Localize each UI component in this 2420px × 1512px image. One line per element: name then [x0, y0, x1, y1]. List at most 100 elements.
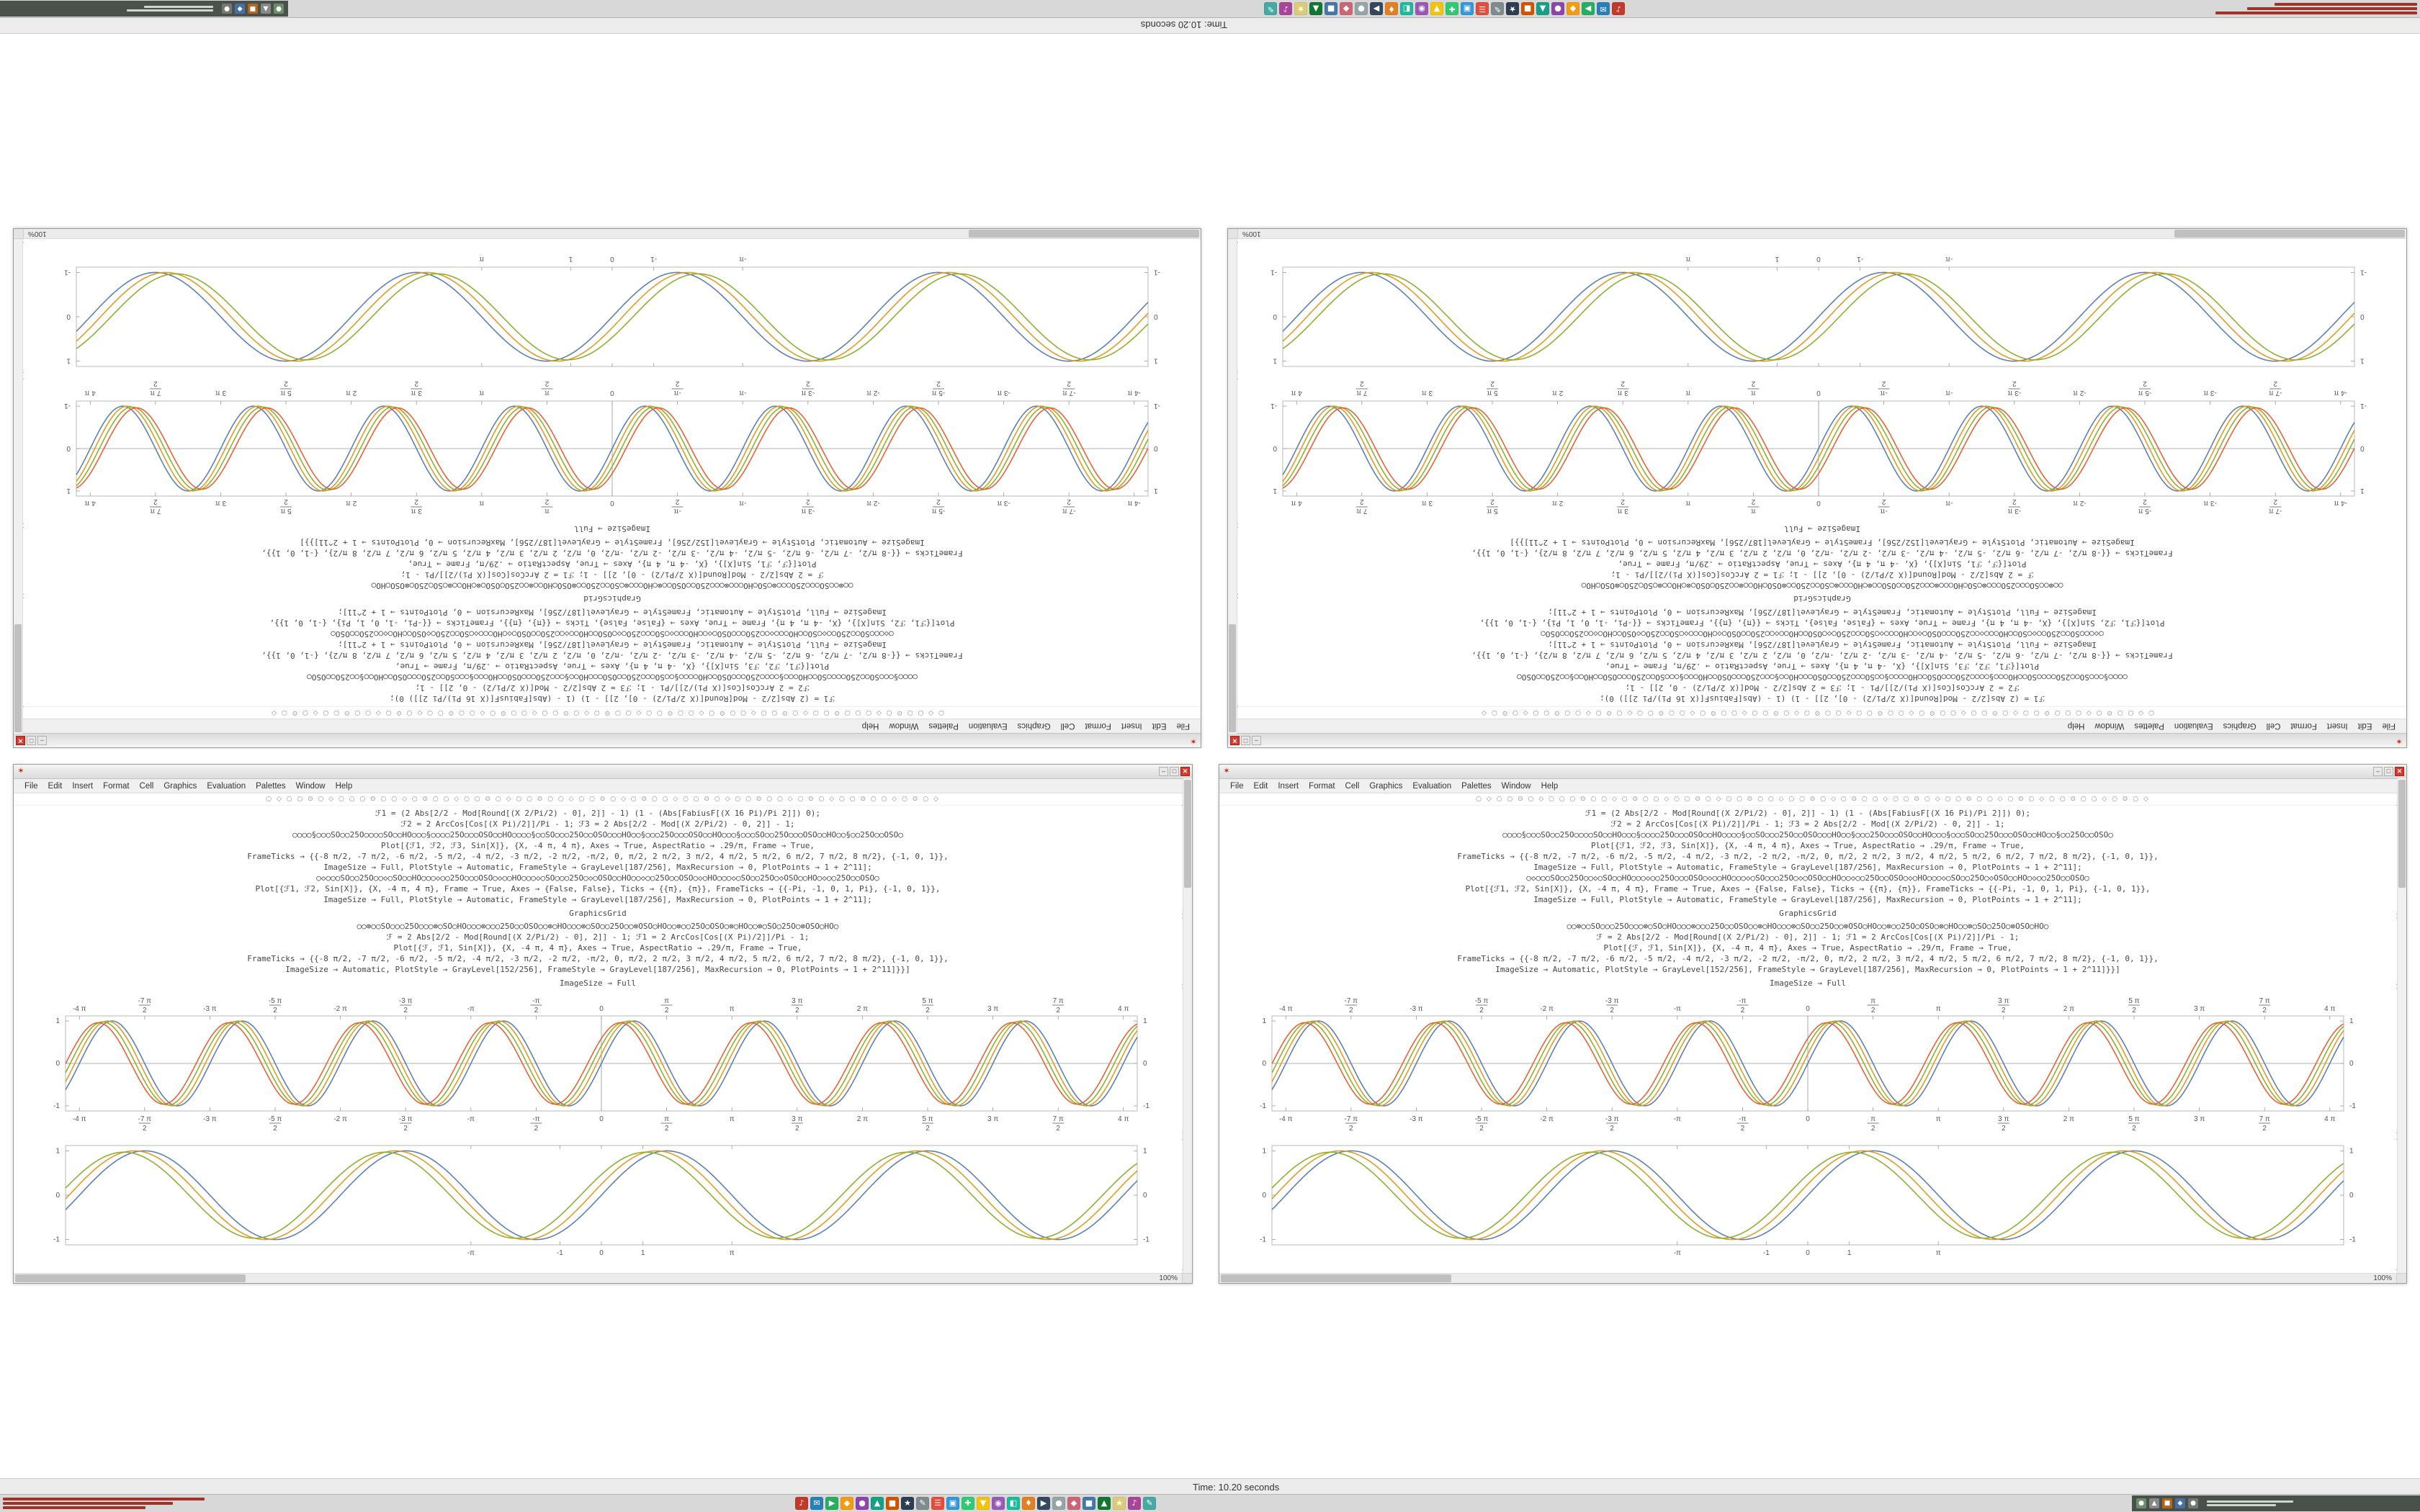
app-icon[interactable]: ◆: [1567, 2, 1579, 15]
vertical-scrollbar-thumb[interactable]: [14, 624, 22, 732]
app-icon[interactable]: ✚: [962, 1497, 974, 1510]
app-icon[interactable]: ▼: [977, 1497, 990, 1510]
minimize-button[interactable]: –: [2373, 767, 2383, 776]
menu-item-graphics[interactable]: Graphics: [2223, 721, 2257, 731]
plot-sine[interactable]: -π -1 0 1 π -1 -1 0 0 1 1: [32, 1138, 1170, 1262]
app-icon[interactable]: ▼: [1430, 2, 1443, 15]
app-icon[interactable]: ▶: [1037, 1497, 1050, 1510]
menu-item-cell[interactable]: Cell: [1345, 781, 1360, 791]
app-icon[interactable]: ✎: [1491, 2, 1504, 15]
zoom-level[interactable]: 100%: [2373, 1274, 2392, 1282]
app-icon[interactable]: ■: [886, 1497, 899, 1510]
menu-item-edit[interactable]: Edit: [1152, 721, 1167, 731]
app-icon[interactable]: ■: [1521, 2, 1534, 15]
app-icon[interactable]: ▣: [1461, 2, 1474, 15]
vertical-scrollbar[interactable]: [1183, 778, 1192, 1273]
app-icon[interactable]: ▶: [1370, 2, 1383, 15]
vertical-scrollbar-thumb[interactable]: [1229, 624, 1236, 732]
app-icon[interactable]: ●: [1052, 1497, 1065, 1510]
notebook-window-right[interactable]: ✶ – □ ✕ File Edit Insert Format Cell Graphics…: [1219, 764, 2407, 1284]
notebook-content[interactable]: ℱ1 = (2 Abs[2/2 - Mod[Round[(X 2/Pi/2) -…: [24, 239, 1201, 708]
horizontal-scrollbar[interactable]: 100%: [1219, 1273, 2396, 1283]
app-icon[interactable]: ▲: [1536, 2, 1549, 15]
menu-item-palettes[interactable]: Palettes: [2134, 721, 2164, 731]
maximize-button[interactable]: □: [27, 736, 36, 745]
menu-item-format[interactable]: Format: [1309, 781, 1335, 791]
app-icon[interactable]: ▲: [1098, 1497, 1111, 1510]
zoom-level[interactable]: 100%: [28, 230, 47, 238]
app-icon[interactable]: ★: [901, 1497, 914, 1510]
close-button[interactable]: ✕: [1180, 767, 1190, 776]
app-icon[interactable]: ♪: [795, 1497, 808, 1510]
plot-sine-dense[interactable]: -4 π -4 π -7 π 2 -7 π 2 -3 π -3 π -5 π 2 -5 π 2 -2 π…: [1250, 378, 2388, 519]
menu-item-edit[interactable]: Edit: [1253, 781, 1268, 791]
menu-item-cell[interactable]: Cell: [1060, 721, 1075, 731]
menu-item-format[interactable]: Format: [103, 781, 130, 791]
minimize-button[interactable]: –: [1159, 767, 1168, 776]
maximize-button[interactable]: □: [1170, 767, 1179, 776]
tray-icon[interactable]: ▲: [261, 4, 271, 14]
code-cell-1[interactable]: ℱ1 = (2 Abs[2/2 - Mod[Round[(X 2/Pi/2) -…: [1257, 607, 2388, 704]
menu-item-window[interactable]: Window: [2094, 721, 2125, 731]
menu-item-graphics[interactable]: Graphics: [163, 781, 197, 791]
app-icon[interactable]: ♪: [1279, 2, 1292, 15]
menu-item-graphics[interactable]: Graphics: [1017, 721, 1051, 731]
app-icon[interactable]: ♦: [1385, 2, 1398, 15]
minimize-button[interactable]: –: [37, 736, 47, 745]
menu-item-file[interactable]: File: [1176, 721, 1190, 731]
vertical-scrollbar[interactable]: [14, 239, 23, 734]
tray-icon[interactable]: ●: [2188, 1498, 2198, 1508]
app-icon[interactable]: ◧: [1400, 2, 1413, 15]
menu-item-insert[interactable]: Insert: [72, 781, 94, 791]
app-icon[interactable]: ☰: [931, 1497, 944, 1510]
app-icon[interactable]: ◆: [1340, 2, 1353, 15]
app-icon[interactable]: ★: [1113, 1497, 1126, 1510]
app-icon[interactable]: ♦: [1022, 1497, 1035, 1510]
menu-item-format[interactable]: Format: [1085, 721, 1111, 731]
close-button[interactable]: ✕: [2395, 767, 2404, 776]
menu-item-cell[interactable]: Cell: [139, 781, 154, 791]
menu-item-help[interactable]: Help: [1541, 781, 1559, 791]
app-icon[interactable]: ◆: [1067, 1497, 1080, 1510]
app-icon[interactable]: ♪: [1128, 1497, 1141, 1510]
horizontal-scrollbar[interactable]: 100%: [14, 1273, 1182, 1283]
menu-item-insert[interactable]: Insert: [1278, 781, 1299, 791]
code-cell-2[interactable]: ○○⊗○○SO○○○25O○○○⊗○SO○HO○○○⊗○○○25O○○OSO○○…: [1238, 921, 2378, 975]
app-icon[interactable]: ●: [1551, 2, 1564, 15]
minimize-button[interactable]: –: [1252, 736, 1261, 745]
notebook-content[interactable]: ℱ1 = (2 Abs[2/2 - Mod[Round[(X 2/Pi/2) -…: [14, 804, 1182, 1273]
app-icon[interactable]: ✉: [1597, 2, 1610, 15]
resize-corner[interactable]: [14, 229, 24, 239]
code-cell-2[interactable]: ○○⊗○○SO○○○25O○○○⊗○SO○HO○○○⊗○○○25O○○OSO○○…: [1257, 537, 2388, 591]
tray-icon[interactable]: ■: [2162, 1498, 2172, 1508]
menu-item-edit[interactable]: Edit: [2357, 721, 2372, 731]
window-titlebar[interactable]: ✶ – □ ✕: [14, 765, 1192, 779]
maximize-button[interactable]: □: [1241, 736, 1250, 745]
menu-item-format[interactable]: Format: [2290, 721, 2317, 731]
code-cell-1[interactable]: ℱ1 = (2 Abs[2/2 - Mod[Round[(X 2/Pi/2) -…: [1238, 808, 2378, 905]
resize-corner[interactable]: [1182, 1273, 1192, 1283]
tray-icon[interactable]: ●: [222, 4, 232, 14]
plot-sine[interactable]: -π -1 0 1 π -1 -1 0 0 1 1: [1239, 1138, 2377, 1262]
menu-item-help[interactable]: Help: [2067, 721, 2085, 731]
menu-item-edit[interactable]: Edit: [48, 781, 63, 791]
tray-icon[interactable]: ▲: [2149, 1498, 2159, 1508]
menu-item-insert[interactable]: Insert: [1121, 721, 1142, 731]
taskbar[interactable]: ♪ ✉ ▶ ◆ ● ▲ ■ ★ ✎ ☰ ▣ ✚ ▼ ◉ ◧ ♦ ▶ ● ◆ ■ ▲ ★ ♪ ✎ ● ▲ ■ ◆ ●: [0, 1494, 2420, 1512]
plot-sine-dense[interactable]: -4 π -4 π -7 π 2 -7 π 2 -3 π -3 π -5 π 2 -5 π 2 -2 π…: [1239, 993, 2377, 1134]
plot-sine-dense[interactable]: -4 π -4 π -7 π 2 -7 π 2 -3 π -3 π -5 π 2 -5 π 2 -2 π…: [32, 993, 1170, 1134]
zoom-level[interactable]: 100%: [1159, 1274, 1178, 1282]
horizontal-scrollbar-thumb[interactable]: [15, 1274, 246, 1282]
menu-item-evaluation[interactable]: Evaluation: [2174, 721, 2213, 731]
code-cell-2[interactable]: ○○⊗○○SO○○○25O○○○⊗○SO○HO○○○⊗○○○25O○○OSO○○…: [42, 537, 1182, 591]
menu-item-evaluation[interactable]: Evaluation: [968, 721, 1008, 731]
horizontal-scrollbar-thumb[interactable]: [2174, 230, 2405, 238]
close-button[interactable]: ✕: [16, 736, 25, 745]
menu-item-window[interactable]: Window: [1501, 781, 1531, 791]
plot-sine[interactable]: -π -1 0 1 π -1 -1 0 0 1 1: [1250, 250, 2388, 374]
app-icon[interactable]: ✚: [1446, 2, 1458, 15]
app-icon[interactable]: ■: [1083, 1497, 1095, 1510]
zoom-level[interactable]: 100%: [1242, 230, 1261, 238]
app-icon[interactable]: ◉: [1415, 2, 1428, 15]
app-icon[interactable]: ▶: [825, 1497, 838, 1510]
